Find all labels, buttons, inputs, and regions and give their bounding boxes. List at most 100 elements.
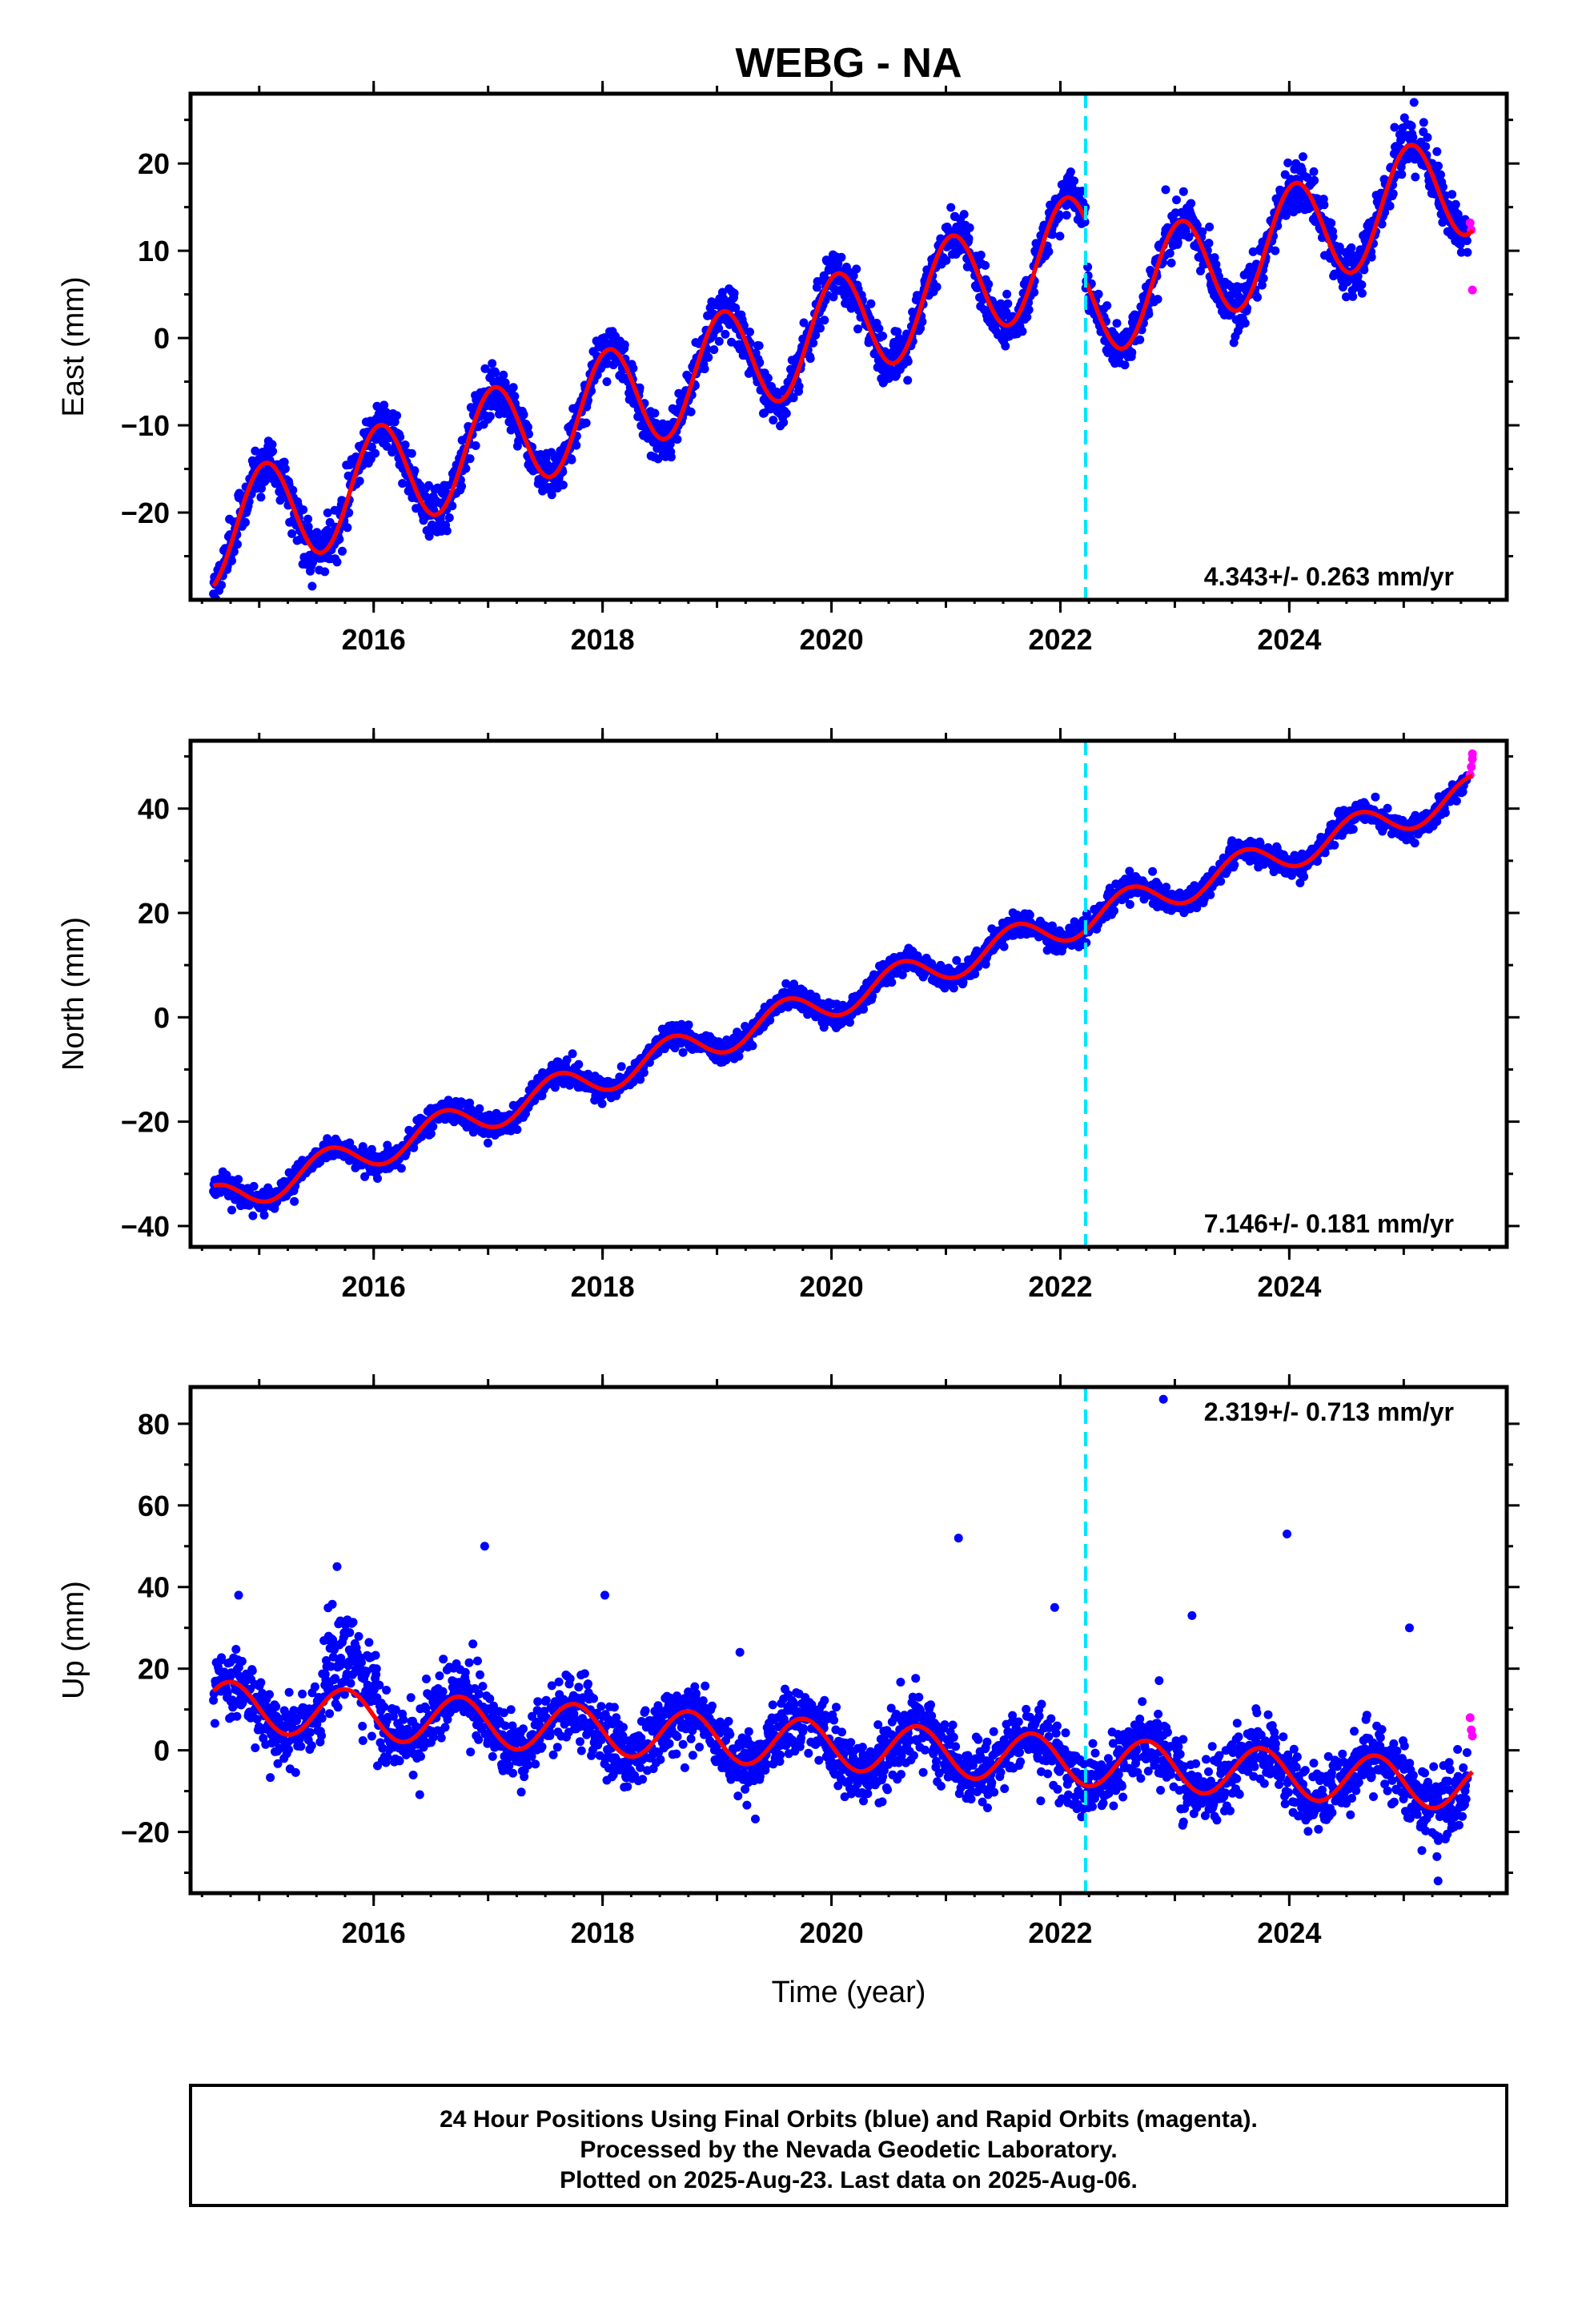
data-point xyxy=(616,1062,626,1072)
data-point xyxy=(457,481,467,491)
data-point xyxy=(916,324,926,333)
data-point xyxy=(602,377,612,387)
data-point xyxy=(288,485,298,495)
data-point xyxy=(287,529,297,538)
data-point xyxy=(700,364,709,374)
data-point xyxy=(1283,158,1293,167)
data-point xyxy=(781,408,791,418)
data-point xyxy=(1253,292,1262,302)
data-point xyxy=(267,440,277,449)
data-point xyxy=(670,1043,680,1053)
data-point xyxy=(1044,247,1054,256)
data-point xyxy=(344,508,354,517)
data-point xyxy=(367,1144,376,1154)
data-point xyxy=(1357,280,1367,290)
data-point xyxy=(312,529,322,538)
data-point xyxy=(789,393,798,403)
data-point xyxy=(268,447,278,456)
data-point xyxy=(1463,247,1472,257)
data-point xyxy=(859,1004,868,1014)
data-point xyxy=(307,581,317,591)
data-point xyxy=(1204,239,1214,248)
data-point xyxy=(853,324,862,334)
data-point xyxy=(211,603,219,612)
data-point xyxy=(475,1104,484,1113)
data-point xyxy=(1248,247,1258,256)
data-point xyxy=(229,547,239,557)
east-rate-label: 4.343+/- 0.263 mm/yr xyxy=(1204,562,1454,591)
data-point xyxy=(1186,199,1196,208)
data-point xyxy=(946,203,956,212)
data-point xyxy=(1066,167,1075,177)
data-point xyxy=(371,448,380,458)
rapid-orbit-point xyxy=(1468,285,1477,295)
data-point xyxy=(279,457,289,467)
data-point xyxy=(392,411,402,420)
data-point xyxy=(721,329,730,339)
data-point xyxy=(731,304,741,312)
data-point xyxy=(417,1132,427,1141)
data-point xyxy=(396,1164,406,1173)
data-point xyxy=(442,526,452,536)
x-tick-label: 2016 xyxy=(342,623,406,656)
data-point xyxy=(562,1055,572,1064)
x-tick-label: 2022 xyxy=(1028,623,1092,656)
data-point xyxy=(1462,236,1472,246)
plot-area xyxy=(191,741,1507,1247)
data-point xyxy=(620,340,629,349)
data-point xyxy=(704,352,713,362)
data-point xyxy=(572,440,581,450)
data-point xyxy=(1456,247,1466,257)
east-model-fit-line xyxy=(211,143,1475,588)
data-point xyxy=(714,324,724,333)
data-point xyxy=(227,556,236,565)
data-point xyxy=(335,534,344,544)
data-point xyxy=(866,299,876,308)
data-point xyxy=(809,338,818,348)
data-point xyxy=(1112,319,1122,328)
data-point xyxy=(1192,903,1202,913)
data-point xyxy=(1025,911,1034,920)
data-point xyxy=(1423,133,1432,143)
data-point xyxy=(729,288,739,298)
data-point xyxy=(1153,295,1162,304)
data-point xyxy=(942,255,951,265)
data-point xyxy=(1342,292,1351,302)
data-point xyxy=(981,260,990,270)
data-point xyxy=(820,316,829,325)
data-point xyxy=(1385,201,1395,211)
data-point xyxy=(257,484,266,493)
data-point xyxy=(227,1205,236,1215)
data-point xyxy=(673,435,682,444)
data-point xyxy=(1018,327,1027,336)
data-point xyxy=(874,324,884,333)
data-point xyxy=(499,370,508,380)
data-point xyxy=(1002,289,1012,299)
data-point xyxy=(878,332,888,341)
data-point xyxy=(852,264,861,274)
data-point xyxy=(932,282,942,292)
y-tick-label: −10 xyxy=(121,409,170,442)
data-point xyxy=(568,1049,577,1059)
data-point xyxy=(1198,227,1207,236)
data-point xyxy=(484,1138,492,1148)
data-point xyxy=(849,271,858,280)
data-point xyxy=(428,1122,438,1132)
data-point xyxy=(686,407,696,416)
data-point xyxy=(233,540,242,549)
data-point xyxy=(259,1210,269,1220)
data-point xyxy=(461,464,471,473)
data-point xyxy=(1127,348,1137,357)
data-point xyxy=(574,1059,584,1069)
data-point xyxy=(714,336,724,346)
data-point xyxy=(1357,288,1367,298)
data-point xyxy=(1054,211,1064,220)
data-point xyxy=(1230,860,1239,870)
data-point xyxy=(360,1172,370,1181)
data-point xyxy=(1257,280,1267,290)
chart-title: WEBG - NA xyxy=(735,40,962,86)
data-point xyxy=(763,373,773,383)
east-frame xyxy=(188,91,1509,602)
data-point xyxy=(510,392,520,401)
